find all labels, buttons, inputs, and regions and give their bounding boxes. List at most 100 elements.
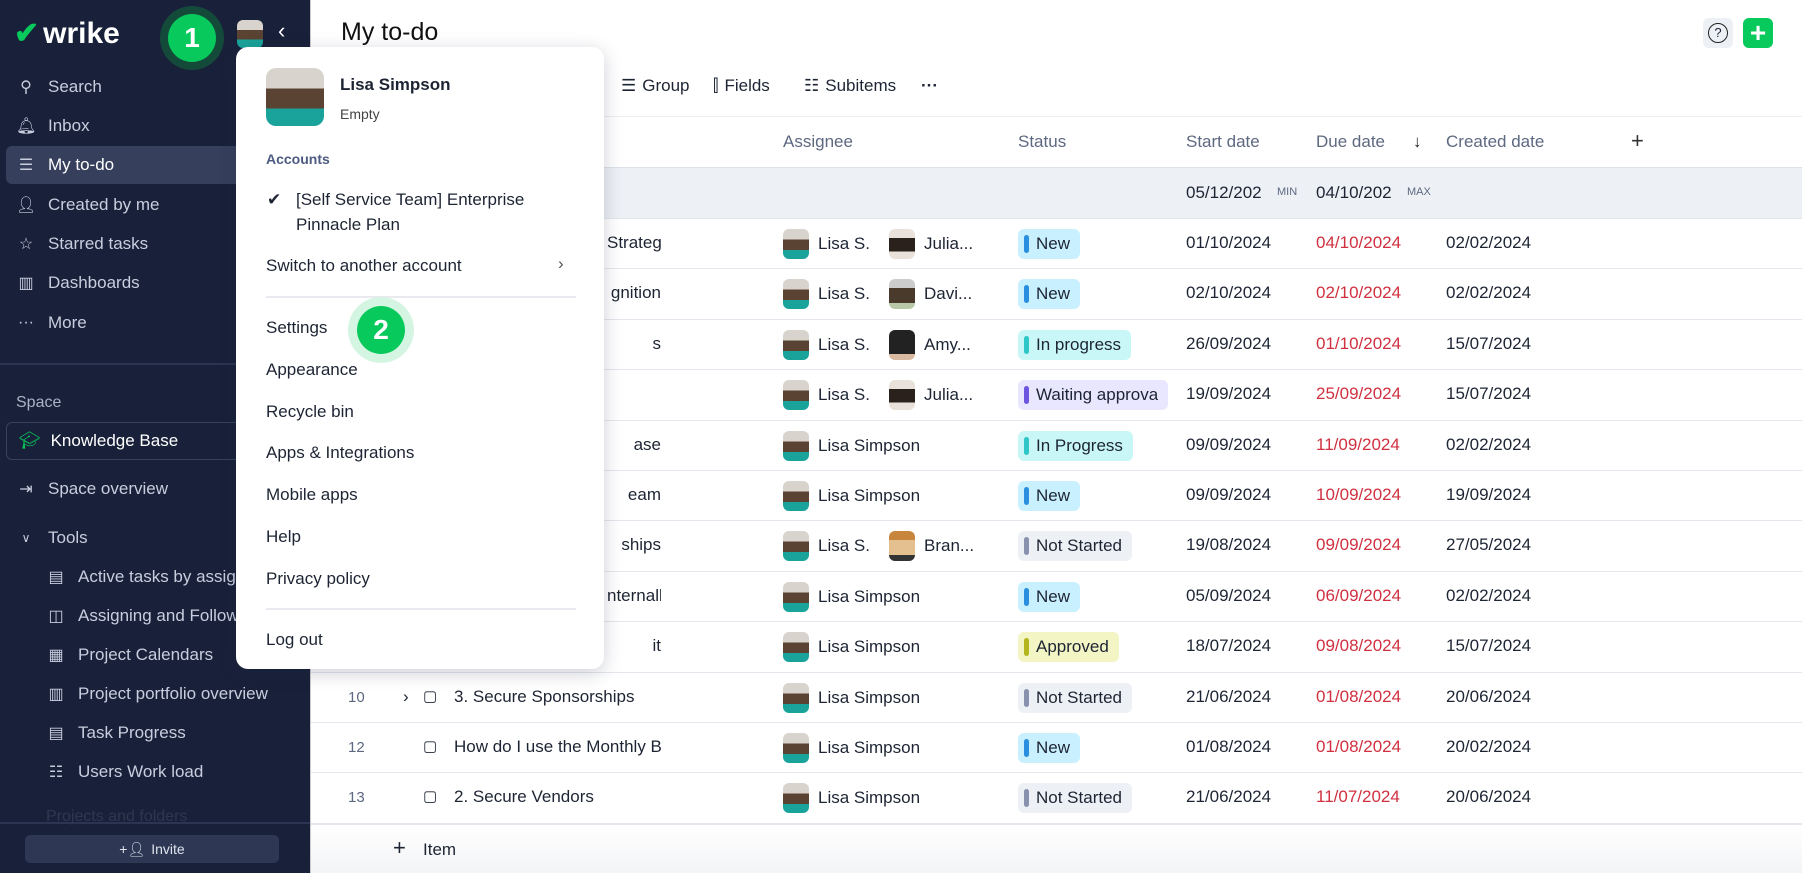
assignees[interactable]: Lisa S. Davi...	[783, 279, 972, 310]
due-date[interactable]: 25/09/2024	[1316, 384, 1402, 404]
expand-chevron-icon[interactable]: ›	[403, 686, 409, 706]
due-date[interactable]: 02/10/2024	[1316, 283, 1402, 303]
assignees[interactable]: Lisa S. Amy...	[783, 329, 971, 360]
start-date[interactable]: 02/10/2024	[1186, 283, 1272, 303]
task-title[interactable]: eam	[627, 485, 661, 504]
status-badge[interactable]: Waiting approva	[1018, 380, 1169, 411]
task-title[interactable]: it	[652, 636, 662, 656]
add-item-row[interactable]: + Item	[311, 823, 1802, 873]
invite-button[interactable]: +👤︎ Invite	[25, 835, 279, 863]
due-date[interactable]: 10/09/2024	[1316, 485, 1402, 504]
assignees[interactable]: Lisa Simpson	[783, 632, 920, 663]
task-title[interactable]: nternally	[607, 585, 661, 605]
task-title[interactable]: 3. Secure Sponsorships	[454, 686, 635, 706]
due-date[interactable]: 04/10/2024	[1316, 233, 1402, 252]
status-badge[interactable]: Not Started	[1018, 783, 1132, 814]
assignees[interactable]: Lisa Simpson	[783, 733, 920, 763]
due-date[interactable]: 01/08/2024	[1316, 737, 1402, 756]
task-title[interactable]: Strategy	[607, 233, 661, 252]
sidebar-item-search[interactable]: ⚲ Search	[6, 68, 306, 106]
more-options-icon[interactable]: ···	[921, 76, 938, 95]
tool-item[interactable]: ☷ Users Work load	[46, 754, 310, 790]
wrike-logo[interactable]: ✔ wrike	[14, 16, 120, 51]
table-row[interactable]: eam Lisa Simpson New 09/09/2024 10/09/2024 19…	[311, 470, 1802, 520]
column-due-date[interactable]: Due date	[1316, 132, 1385, 151]
table-row[interactable]: it Lisa Simpson Approved 18/07/2024 09/08/20…	[311, 621, 1802, 671]
tool-item[interactable]: ◫ Assigning and Follow	[46, 598, 310, 634]
help-button[interactable]: ?	[1703, 18, 1733, 48]
task-title[interactable]: How do I use the Monthly Budget Trac	[454, 737, 661, 756]
task-title[interactable]: s	[652, 333, 662, 353]
sidebar-item-dashboards[interactable]: ▥ Dashboards	[6, 264, 306, 302]
table-row[interactable]: 10 › ▢ 3. Secure Sponsorships Lisa Simpson No…	[311, 671, 1802, 722]
space-selector[interactable]: 🎓︎ Knowledge Base	[6, 422, 306, 460]
status-badge[interactable]: New	[1018, 279, 1081, 310]
sidebar-item-more[interactable]: ··· More	[18, 313, 87, 332]
assignees[interactable]: Lisa Simpson	[783, 783, 920, 814]
sidebar-item-starred-tasks[interactable]: ☆ Starred tasks	[6, 225, 306, 263]
tool-item[interactable]: ▤ Active tasks by assig	[46, 559, 310, 595]
start-date[interactable]: 26/09/2024	[1186, 333, 1272, 353]
assignees[interactable]: Lisa Simpson	[783, 430, 920, 461]
start-date[interactable]: 21/06/2024	[1186, 787, 1272, 807]
menu-item-privacy-policy[interactable]: Privacy policy	[266, 568, 370, 588]
table-row[interactable]: s Lisa S. Amy... In progress 26/09/2024 01/10…	[311, 318, 1802, 369]
due-date[interactable]: 09/09/2024	[1316, 535, 1402, 555]
assignees[interactable]: Lisa Simpson	[783, 682, 920, 713]
due-date[interactable]: 06/09/2024	[1316, 585, 1402, 605]
status-badge[interactable]: New	[1018, 733, 1081, 763]
start-date[interactable]: 09/09/2024	[1186, 485, 1272, 504]
task-title[interactable]: ase	[633, 434, 661, 454]
fields-button[interactable]: ⫿ Fields	[713, 76, 770, 95]
menu-item-recycle-bin[interactable]: Recycle bin	[266, 401, 354, 421]
due-date[interactable]: 01/08/2024	[1316, 686, 1402, 706]
sidebar-item-inbox[interactable]: 🔔︎ Inbox	[16, 116, 90, 135]
add-column-icon[interactable]: +	[1631, 128, 1644, 153]
table-row[interactable]: Strategy Lisa S.Julia... New 01/10/2024 04/1…	[311, 218, 1802, 268]
subitems-button[interactable]: ☷ Subitems	[804, 76, 897, 95]
tool-item[interactable]: ▦ Project Calendars	[46, 637, 310, 673]
assignees[interactable]: Lisa Simpson	[783, 581, 920, 612]
assignees[interactable]: Lisa S. Julia...	[783, 380, 973, 411]
column-status[interactable]: Status	[1018, 132, 1067, 151]
column-assignee[interactable]: Assignee	[783, 132, 853, 151]
tool-item[interactable]: ▤ Task Progress	[46, 715, 310, 751]
due-date[interactable]: 11/09/2024	[1316, 434, 1400, 454]
status-badge[interactable]: Not Started	[1018, 531, 1132, 562]
table-row[interactable]: 12▢How do I use the Monthly Budget TracL…	[311, 722, 1802, 772]
create-button[interactable]: +	[1743, 18, 1773, 48]
switch-account[interactable]: Switch to another account	[266, 256, 462, 275]
task-title[interactable]: gnition	[610, 283, 661, 303]
sort-descending-icon[interactable]: ↓	[1413, 132, 1422, 151]
assignees[interactable]: Lisa S. Bran...	[783, 531, 974, 562]
column-start-date[interactable]: Start date	[1186, 132, 1260, 151]
status-badge[interactable]: New	[1018, 581, 1081, 612]
menu-item-apps-integrations[interactable]: Apps & Integrations	[266, 443, 415, 463]
table-row[interactable]: 13 ▢ 2. Secure Vendors Lisa Simpson Not Star…	[311, 772, 1802, 822]
status-badge[interactable]: In progress	[1018, 329, 1132, 360]
task-title[interactable]: ships	[621, 535, 661, 555]
tool-item[interactable]: ▥ Project portfolio overview	[46, 676, 310, 712]
table-row[interactable]: nternally Lisa Simpson New 05/09/2024 06/09/…	[311, 570, 1802, 621]
start-date[interactable]: 19/08/2024	[1186, 535, 1272, 555]
menu-item-appearance[interactable]: Appearance	[266, 359, 358, 379]
start-date[interactable]: 01/08/2024	[1186, 737, 1272, 756]
table-row[interactable]: Lisa S. Julia... Waiting approva 19/09/2024…	[311, 369, 1802, 419]
table-row[interactable]: ase Lisa Simpson In Progress 09/09/2024 11/0…	[311, 419, 1802, 470]
start-date[interactable]: 19/09/2024	[1186, 384, 1272, 404]
status-badge[interactable]: New	[1018, 481, 1081, 511]
sidebar-item-created-by-me[interactable]: 👤︎ Created by me	[16, 195, 160, 214]
collapse-sidebar-chevron-icon[interactable]: ‹	[278, 18, 286, 43]
start-date[interactable]: 01/10/2024	[1186, 233, 1272, 252]
table-row[interactable]: gnition Lisa S. Davi... New 02/10/2024 02/10/…	[311, 268, 1802, 318]
space-overview[interactable]: ⇥ Space overview	[6, 470, 306, 508]
column-created-date[interactable]: Created date	[1446, 132, 1545, 151]
status-badge[interactable]: Approved	[1018, 632, 1119, 663]
due-date[interactable]: 09/08/2024	[1316, 636, 1402, 656]
status-badge[interactable]: New	[1018, 229, 1081, 259]
start-date[interactable]: 21/06/2024	[1186, 686, 1272, 706]
due-date[interactable]: 11/07/2024	[1316, 787, 1400, 807]
status-badge[interactable]: In Progress	[1018, 430, 1133, 461]
menu-item-help[interactable]: Help	[266, 527, 301, 546]
assignees[interactable]: Lisa S. Julia...	[783, 229, 973, 259]
